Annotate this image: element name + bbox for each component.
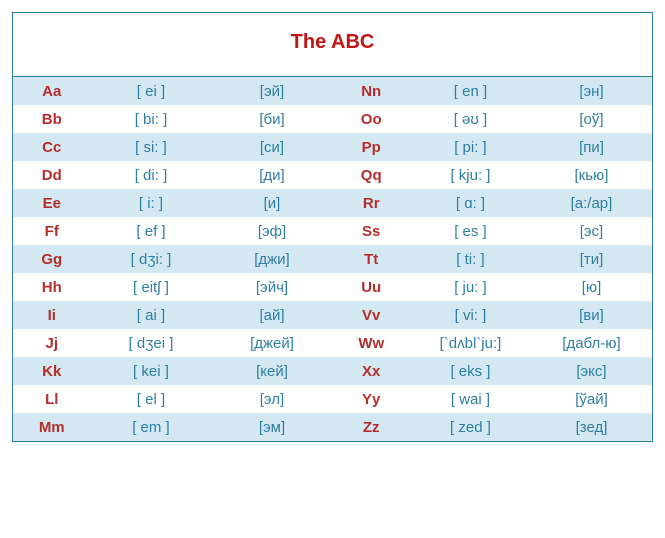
- ipa-cell: [ dʒei ]: [90, 329, 211, 357]
- letter-cell: Bb: [13, 105, 90, 133]
- cyr-cell: [а:/ар]: [531, 189, 652, 217]
- ipa-cell: [ kju: ]: [410, 161, 531, 189]
- letter-cell: Dd: [13, 161, 90, 189]
- ipa-cell: [ eitʃ ]: [90, 273, 211, 301]
- ipa-cell: [ en ]: [410, 77, 531, 105]
- letter-cell: Ee: [13, 189, 90, 217]
- table-row: Aa[ ei ][эй]Nn[ en ][эн]: [13, 77, 652, 105]
- ipa-cell: [ dʒi: ]: [90, 245, 211, 273]
- cyr-cell: [эл]: [211, 385, 332, 413]
- card-title: The ABC: [291, 31, 375, 53]
- cyr-cell: [экс]: [531, 357, 652, 385]
- ipa-cell: [ ai ]: [90, 301, 211, 329]
- alphabet-table: Aa[ ei ][эй]Nn[ en ][эн]Bb[ bi: ][би]Oo[…: [13, 77, 652, 441]
- letter-cell: Tt: [332, 245, 409, 273]
- cyr-cell: [джи]: [211, 245, 332, 273]
- cyr-cell: [ю]: [531, 273, 652, 301]
- ipa-cell: [ ti: ]: [410, 245, 531, 273]
- table-row: Bb[ bi: ][би]Oo[ əʊ ][оў]: [13, 105, 652, 133]
- ipa-cell: [ bi: ]: [90, 105, 211, 133]
- letter-cell: Ll: [13, 385, 90, 413]
- letter-cell: Uu: [332, 273, 409, 301]
- ipa-cell: [ di: ]: [90, 161, 211, 189]
- cyr-cell: [джей]: [211, 329, 332, 357]
- letter-cell: Yy: [332, 385, 409, 413]
- ipa-cell: [ əʊ ]: [410, 105, 531, 133]
- cyr-cell: [ви]: [531, 301, 652, 329]
- cyr-cell: [ай]: [211, 301, 332, 329]
- ipa-cell: [`dʌbl`ju:]: [410, 329, 531, 357]
- cyr-cell: [эс]: [531, 217, 652, 245]
- table-row: Jj[ dʒei ][джей]Ww[`dʌbl`ju:][дабл-ю]: [13, 329, 652, 357]
- table-row: Mm[ em ][эм]Zz[ zed ][зед]: [13, 413, 652, 441]
- cyr-cell: [эй]: [211, 77, 332, 105]
- ipa-cell: [ el ]: [90, 385, 211, 413]
- letter-cell: Cc: [13, 133, 90, 161]
- ipa-cell: [ vi: ]: [410, 301, 531, 329]
- ipa-cell: [ em ]: [90, 413, 211, 441]
- ipa-cell: [ ei ]: [90, 77, 211, 105]
- ipa-cell: [ eks ]: [410, 357, 531, 385]
- ipa-cell: [ ef ]: [90, 217, 211, 245]
- ipa-cell: [ zed ]: [410, 413, 531, 441]
- letter-cell: Jj: [13, 329, 90, 357]
- ipa-cell: [ ju: ]: [410, 273, 531, 301]
- letter-cell: Ff: [13, 217, 90, 245]
- letter-cell: Vv: [332, 301, 409, 329]
- cyr-cell: [дабл-ю]: [531, 329, 652, 357]
- letter-cell: Ii: [13, 301, 90, 329]
- letter-cell: Zz: [332, 413, 409, 441]
- letter-cell: Qq: [332, 161, 409, 189]
- letter-cell: Ww: [332, 329, 409, 357]
- cyr-cell: [и]: [211, 189, 332, 217]
- cyr-cell: [кей]: [211, 357, 332, 385]
- cyr-cell: [оў]: [531, 105, 652, 133]
- letter-cell: Pp: [332, 133, 409, 161]
- table-row: Kk[ kei ][кей]Xx[ eks ][экс]: [13, 357, 652, 385]
- table-row: Ll[ el ][эл]Yy[ wai ][ўай]: [13, 385, 652, 413]
- table-row: Ff[ ef ][эф]Ss[ es ][эс]: [13, 217, 652, 245]
- ipa-cell: [ wai ]: [410, 385, 531, 413]
- cyr-cell: [эйч]: [211, 273, 332, 301]
- table-row: Ii[ ai ][ай]Vv[ vi: ][ви]: [13, 301, 652, 329]
- letter-cell: Aa: [13, 77, 90, 105]
- cyr-cell: [ти]: [531, 245, 652, 273]
- letter-cell: Gg: [13, 245, 90, 273]
- cyr-cell: [эм]: [211, 413, 332, 441]
- table-row: Ee[ i: ][и]Rr[ ɑ: ][а:/ар]: [13, 189, 652, 217]
- table-row: Dd[ di: ][ди]Qq[ kju: ][кью]: [13, 161, 652, 189]
- letter-cell: Kk: [13, 357, 90, 385]
- cyr-cell: [эн]: [531, 77, 652, 105]
- table-row: Cc[ si: ][си]Pp[ pi: ][пи]: [13, 133, 652, 161]
- cyr-cell: [пи]: [531, 133, 652, 161]
- cyr-cell: [ди]: [211, 161, 332, 189]
- title-row: The ABC: [13, 13, 652, 77]
- cyr-cell: [си]: [211, 133, 332, 161]
- ipa-cell: [ pi: ]: [410, 133, 531, 161]
- cyr-cell: [кью]: [531, 161, 652, 189]
- ipa-cell: [ es ]: [410, 217, 531, 245]
- cyr-cell: [ўай]: [531, 385, 652, 413]
- cyr-cell: [эф]: [211, 217, 332, 245]
- letter-cell: Oo: [332, 105, 409, 133]
- ipa-cell: [ si: ]: [90, 133, 211, 161]
- cyr-cell: [зед]: [531, 413, 652, 441]
- alphabet-card: The ABC Aa[ ei ][эй]Nn[ en ][эн]Bb[ bi: …: [12, 12, 653, 442]
- ipa-cell: [ kei ]: [90, 357, 211, 385]
- ipa-cell: [ ɑ: ]: [410, 189, 531, 217]
- letter-cell: Rr: [332, 189, 409, 217]
- letter-cell: Nn: [332, 77, 409, 105]
- table-row: Hh[ eitʃ ][эйч]Uu[ ju: ][ю]: [13, 273, 652, 301]
- letter-cell: Hh: [13, 273, 90, 301]
- letter-cell: Mm: [13, 413, 90, 441]
- letter-cell: Xx: [332, 357, 409, 385]
- ipa-cell: [ i: ]: [90, 189, 211, 217]
- cyr-cell: [би]: [211, 105, 332, 133]
- table-row: Gg[ dʒi: ][джи]Tt[ ti: ][ти]: [13, 245, 652, 273]
- letter-cell: Ss: [332, 217, 409, 245]
